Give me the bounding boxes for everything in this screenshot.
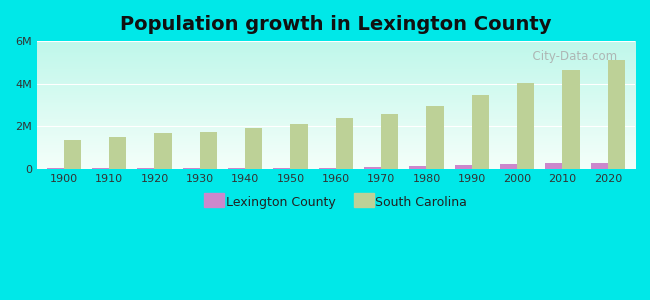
Bar (273, 168, 291, 169)
Bar (109, 136, 126, 169)
Text: City-Data.com: City-Data.com (525, 50, 617, 63)
Bar (381, 114, 398, 169)
Bar (562, 70, 580, 169)
Bar (454, 165, 472, 169)
Bar (364, 167, 381, 169)
Bar (500, 164, 517, 169)
Bar (517, 83, 534, 169)
Bar (200, 132, 217, 169)
Bar (92, 168, 109, 169)
Bar (245, 128, 263, 169)
Bar (228, 168, 245, 169)
Bar (410, 166, 426, 169)
Bar (291, 124, 307, 169)
Legend: Lexington County, South Carolina: Lexington County, South Carolina (200, 191, 473, 214)
Bar (472, 94, 489, 169)
Bar (336, 118, 353, 169)
Bar (183, 168, 200, 169)
Bar (591, 163, 608, 169)
Bar (318, 168, 336, 169)
Title: Population growth in Lexington County: Population growth in Lexington County (120, 15, 552, 34)
Bar (608, 60, 625, 169)
Bar (137, 168, 155, 169)
Bar (155, 133, 172, 169)
Bar (426, 106, 444, 169)
Bar (64, 140, 81, 169)
Bar (545, 163, 562, 169)
